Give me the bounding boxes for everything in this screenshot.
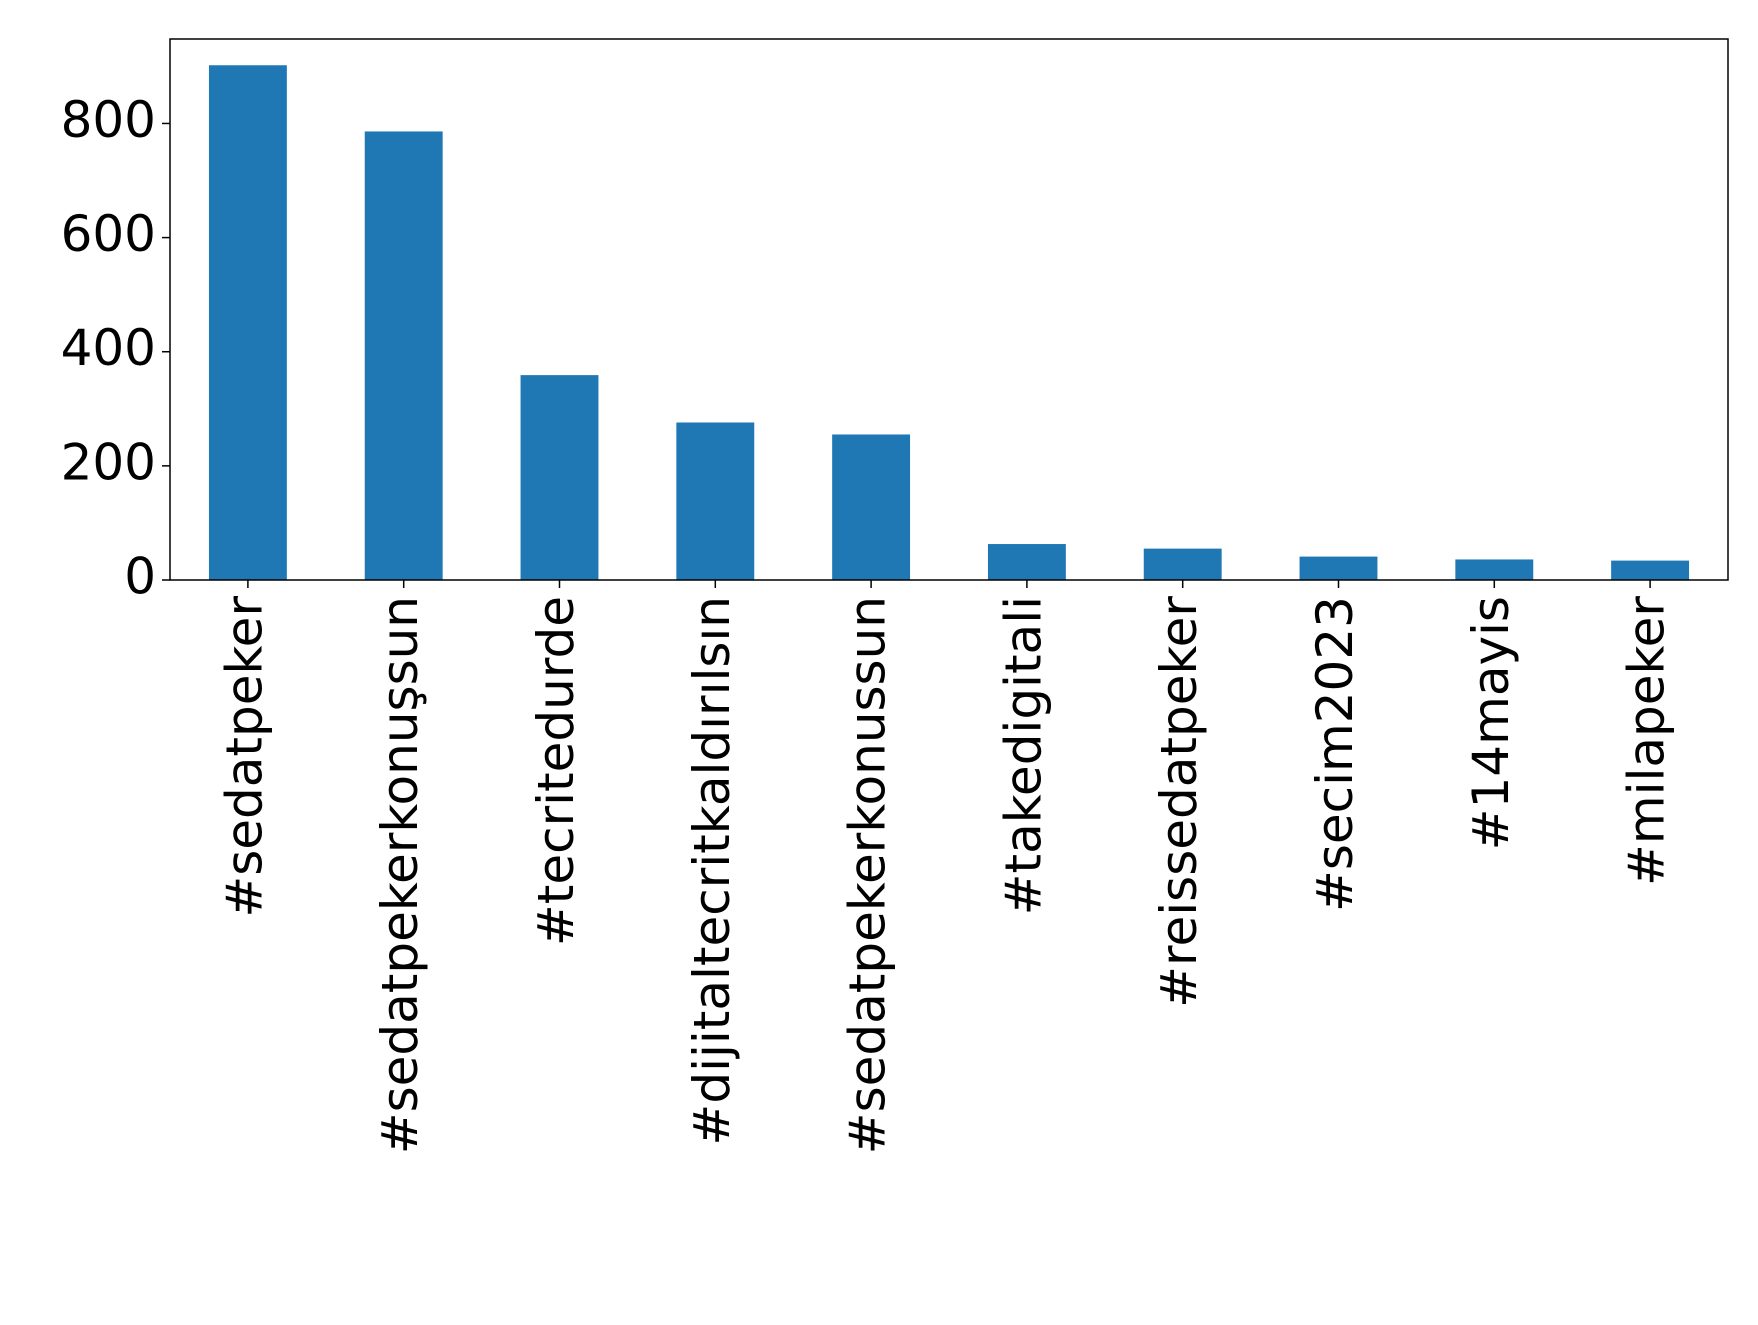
plot-frame	[169, 38, 1729, 581]
y-tick-label: 800	[61, 91, 156, 149]
bar	[1299, 556, 1378, 580]
bar	[1143, 548, 1222, 580]
y-tick-label: 600	[61, 205, 156, 263]
x-tick-label: #sedatpekerkonuşsun	[371, 596, 429, 1154]
bar	[1611, 560, 1690, 580]
bar	[208, 65, 287, 581]
bar	[364, 131, 443, 580]
x-tick-label: #takedigitali	[994, 596, 1052, 915]
y-tick-label: 400	[61, 319, 156, 377]
x-tick-label: #sedatpeker	[215, 596, 273, 918]
bar	[520, 375, 599, 580]
x-tick-label: #milapeker	[1618, 596, 1676, 886]
y-tick-label: 0	[124, 548, 156, 606]
x-tick-label: #reissedatpeker	[1150, 596, 1208, 1008]
bar	[1455, 559, 1534, 580]
y-tick-label: 200	[61, 433, 156, 491]
x-tick-label: #dijitaltecritkaldırılsın	[683, 596, 741, 1146]
bar	[832, 434, 911, 580]
bar	[676, 422, 755, 580]
x-tick-label: #tecritedurde	[527, 596, 585, 946]
x-tick-label: #14mayis	[1462, 596, 1520, 850]
bar	[987, 544, 1066, 580]
x-tick-label: #secim2023	[1306, 596, 1364, 912]
x-tick-label: #sedatpekerkonussun	[839, 596, 897, 1154]
